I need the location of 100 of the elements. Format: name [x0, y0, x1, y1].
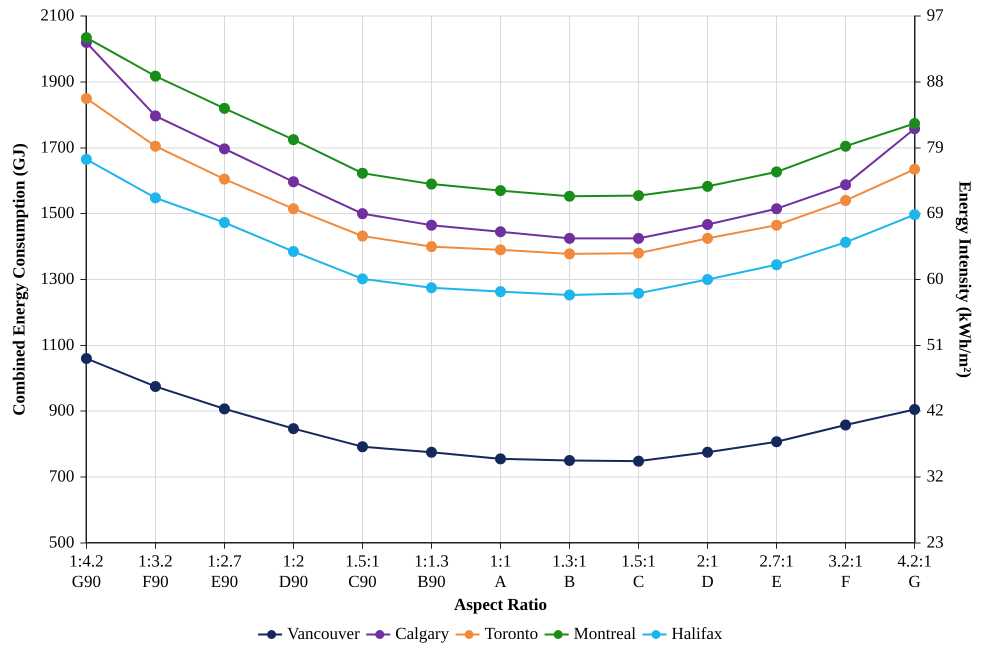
x-axis-title: Aspect Ratio: [454, 595, 548, 614]
point: [840, 419, 852, 430]
point: [702, 232, 714, 244]
y-tick-label: 1900: [40, 71, 74, 90]
point: [702, 180, 714, 192]
x-tick-label: 1:2 D90: [278, 551, 308, 591]
y-tick-label: 900: [48, 400, 74, 420]
point: [426, 220, 437, 231]
point: [909, 404, 920, 416]
point: [495, 244, 506, 256]
point: [356, 168, 368, 179]
point: [356, 273, 368, 284]
point: [80, 32, 92, 44]
point: [426, 241, 437, 252]
point: [218, 174, 230, 185]
y2-tick-label: 23: [926, 532, 944, 552]
point: [218, 143, 230, 154]
y2-axis-title: Energy Intensity (kWh/m²): [955, 181, 974, 378]
point: [288, 176, 299, 188]
legend-label: Vancouver: [287, 624, 360, 643]
point: [150, 70, 161, 82]
x-tick-label: 1.3:1 B: [552, 551, 587, 591]
y2-tick-label: 42: [926, 400, 944, 420]
x-tick-label: 1:1.3 B90: [414, 551, 449, 591]
point: [564, 190, 576, 202]
point: [288, 134, 299, 146]
point: [356, 208, 368, 220]
point: [495, 185, 506, 196]
legend-label: Toronto: [484, 624, 538, 643]
point: [150, 110, 161, 122]
y-tick-label: 700: [48, 466, 74, 486]
point: [633, 288, 644, 299]
point: [80, 92, 92, 104]
point: [702, 219, 714, 230]
y-axis-title: Combined Energy Consumption (GJ): [10, 143, 29, 416]
point: [909, 118, 920, 129]
y2-tick-label: 79: [926, 137, 944, 156]
point: [771, 203, 782, 214]
y-tick-label: 1700: [40, 137, 74, 156]
x-tick-label: 2:1 D: [696, 551, 718, 591]
point: [80, 352, 92, 364]
y-tick-label: 2100: [40, 6, 74, 25]
point: [218, 102, 230, 114]
point: [633, 232, 644, 244]
point: [840, 140, 852, 152]
point: [771, 436, 782, 448]
x-tick-label: 1:2.7 E90: [207, 551, 242, 591]
y-tick-label: 500: [48, 532, 74, 552]
x-tick-label: 2.7:1 E: [759, 551, 794, 591]
point: [633, 248, 644, 259]
point: [150, 192, 161, 204]
legend-label: Calgary: [395, 624, 450, 643]
y2-tick-label: 69: [926, 203, 944, 222]
x-tick-label: 1.5:1 C90: [345, 551, 380, 591]
legend-label: Halifax: [671, 624, 723, 643]
y-tick-label: 1500: [40, 203, 74, 222]
y-tick-label: 1300: [40, 268, 74, 288]
point: [633, 456, 644, 467]
point: [564, 455, 576, 466]
point: [150, 140, 161, 152]
point: [288, 423, 299, 434]
point: [218, 217, 230, 228]
x-tick-label: 4.2:1 G: [897, 551, 932, 591]
point: [840, 195, 852, 206]
x-tick-label: 1:3.2 F90: [138, 551, 173, 591]
y2-tick-label: 60: [926, 268, 944, 288]
legend-label: Montreal: [574, 624, 636, 643]
point: [218, 403, 230, 414]
point: [288, 203, 299, 214]
point: [702, 446, 714, 458]
point: [771, 166, 782, 178]
point: [356, 441, 368, 452]
point: [840, 236, 852, 248]
point: [150, 380, 161, 392]
point: [426, 446, 437, 458]
y2-tick-label: 32: [926, 466, 944, 486]
x-tick-label: 1.5:1 C: [621, 551, 656, 591]
point: [288, 246, 299, 258]
point: [702, 274, 714, 285]
point: [909, 164, 920, 175]
point: [909, 209, 920, 220]
point: [564, 248, 576, 260]
point: [495, 286, 506, 298]
point: [80, 154, 92, 165]
point: [840, 179, 852, 190]
point: [356, 230, 368, 242]
point: [633, 190, 644, 202]
point: [495, 226, 506, 238]
point: [771, 220, 782, 231]
y2-tick-label: 97: [926, 6, 944, 25]
x-tick-label: 3.2:1 F: [828, 551, 863, 591]
y-tick-label: 1100: [41, 334, 74, 354]
x-tick-label: 1:4.2 G90: [69, 551, 104, 591]
point: [564, 289, 576, 300]
y2-tick-label: 88: [926, 71, 944, 90]
point: [426, 178, 437, 190]
x-tick-label: 1:1 A: [490, 551, 512, 591]
point: [771, 259, 782, 270]
point: [426, 282, 437, 294]
y2-tick-label: 51: [926, 334, 944, 354]
